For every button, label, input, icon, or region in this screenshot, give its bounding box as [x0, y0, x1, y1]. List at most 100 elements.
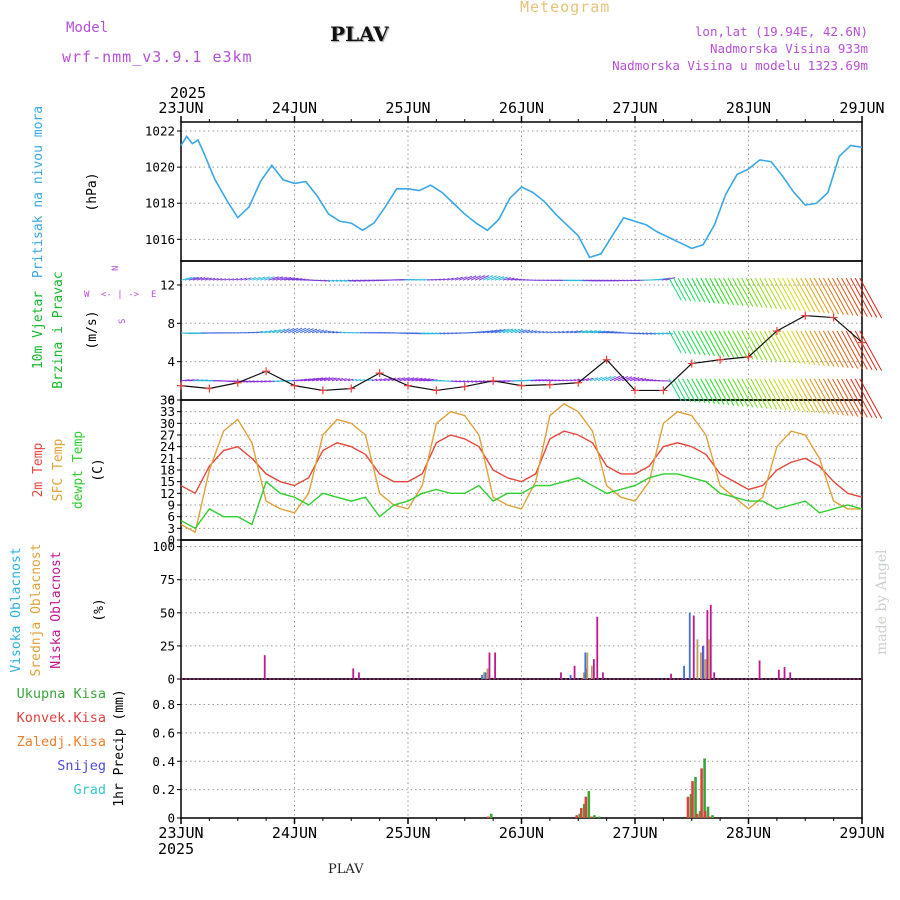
- wind-barb: [399, 377, 410, 382]
- y-tick-label: 4: [167, 354, 175, 369]
- y-tick-label: 18: [160, 463, 175, 478]
- wind-barb: [773, 378, 792, 411]
- wind-barb: [813, 277, 835, 314]
- wind-barb: [240, 277, 247, 281]
- wind-barb: [331, 377, 341, 382]
- wind-barb: [686, 378, 701, 403]
- wind-barb: [818, 330, 840, 368]
- y-tick-label: 8: [167, 316, 175, 331]
- wind-barb: [668, 330, 682, 354]
- pressure-axis-title: Pritisak na nivou mora: [31, 106, 46, 278]
- wind-barb: [641, 378, 650, 382]
- x-tick-label-bottom: 28JUN: [726, 824, 771, 842]
- wind-barb: [845, 378, 868, 418]
- wind-barb: [677, 330, 692, 354]
- wind-barb: [331, 331, 338, 334]
- wind-barb: [714, 277, 730, 305]
- wind-barb: [582, 378, 589, 382]
- wind-barb: [435, 278, 441, 281]
- wind-barb: [554, 331, 560, 334]
- temp2m-axis-title: 2m Temp: [31, 442, 46, 497]
- wind-barb: [335, 331, 342, 334]
- wind-barb: [609, 375, 621, 382]
- wind-barb: [538, 330, 544, 334]
- x-tick-label-top: 25JUN: [385, 99, 430, 117]
- wind-barb: [590, 330, 602, 334]
- wind-barb: [514, 328, 524, 334]
- wind-barb: [653, 332, 660, 335]
- wind-barb: [490, 275, 501, 281]
- wind-barb: [244, 277, 252, 281]
- wind-barb: [411, 377, 423, 382]
- wind-barb: [704, 378, 720, 405]
- wind-barb: [763, 277, 782, 310]
- wind-barb: [371, 378, 378, 382]
- sfc-temp-axis-title: SFC Temp: [51, 439, 66, 502]
- wind-barb: [276, 276, 288, 281]
- x-tick-label-bottom: 29JUN: [839, 824, 884, 842]
- wind-barb: [782, 378, 801, 412]
- wind-barb: [645, 379, 654, 382]
- wind-barb: [335, 377, 344, 382]
- wind-barb: [578, 330, 588, 334]
- wind-barb: [768, 378, 787, 411]
- wind-barb: [188, 276, 199, 281]
- wind-barb: [506, 328, 517, 334]
- wind-barb: [854, 277, 878, 318]
- x-tick-label-bottom: 26JUN: [499, 824, 544, 842]
- wind-barb: [455, 380, 462, 383]
- wind-barb: [832, 330, 854, 369]
- wind-barb: [795, 330, 816, 365]
- x-tick-label-bottom: 23JUN: [158, 824, 203, 842]
- wind-barb: [732, 378, 749, 407]
- wind-speed-marker: [233, 378, 242, 387]
- wind-barb: [558, 330, 565, 334]
- wind-barb: [343, 378, 351, 382]
- wind-barb: [435, 332, 442, 335]
- chart-title: Meteogram: [520, 0, 611, 16]
- wind-speed-marker: [290, 381, 299, 390]
- place-title: PLAV: [330, 22, 389, 46]
- wind-barb: [494, 276, 505, 281]
- wind-barb: [478, 330, 489, 334]
- y-tick-label: 1022: [145, 124, 175, 139]
- y-tick-label: 6: [167, 509, 175, 524]
- wind-speed-marker: [687, 359, 696, 368]
- wind-barb: [307, 328, 318, 334]
- wind-barb: [691, 378, 706, 404]
- wind-barb: [804, 330, 825, 366]
- wind-barb: [351, 378, 358, 382]
- wind-barb: [594, 330, 606, 334]
- wind-barb: [625, 376, 636, 382]
- wind-barb: [773, 330, 792, 363]
- wind-barb: [686, 330, 701, 355]
- wind-barb: [736, 330, 754, 360]
- wind-barb: [327, 279, 335, 282]
- wind-barb: [339, 378, 347, 382]
- wind-barb: [691, 330, 706, 356]
- wind-barb: [443, 277, 450, 281]
- low-cloud-axis-title: Niska Oblacnost: [49, 551, 64, 668]
- wind-barb: [236, 277, 243, 281]
- wind-barb: [827, 378, 849, 416]
- wind-barb: [347, 279, 357, 282]
- wind-barb: [272, 329, 282, 334]
- precip-legend-item: Konvek.Kisa: [17, 710, 106, 726]
- wind-barb: [530, 330, 537, 334]
- model-elevation: Nadmorska Visina u modelu 1323.69m: [612, 58, 868, 73]
- wind-barb: [220, 278, 226, 281]
- direction-s: S: [118, 319, 128, 324]
- wind-barb: [657, 278, 666, 281]
- wind-barb: [494, 328, 506, 334]
- cloud-unit: (%): [92, 598, 107, 621]
- wind-barb: [732, 277, 749, 307]
- y-tick-label: 1018: [145, 196, 175, 211]
- temp-2m-line: [180, 430, 863, 498]
- wind-barb: [804, 378, 825, 414]
- wind-barb: [391, 377, 401, 382]
- direction-n: N: [111, 266, 121, 271]
- wind-barb: [415, 378, 427, 382]
- elevation: Nadmorska Visina 933m: [709, 41, 868, 56]
- wind-speed-marker: [262, 367, 271, 376]
